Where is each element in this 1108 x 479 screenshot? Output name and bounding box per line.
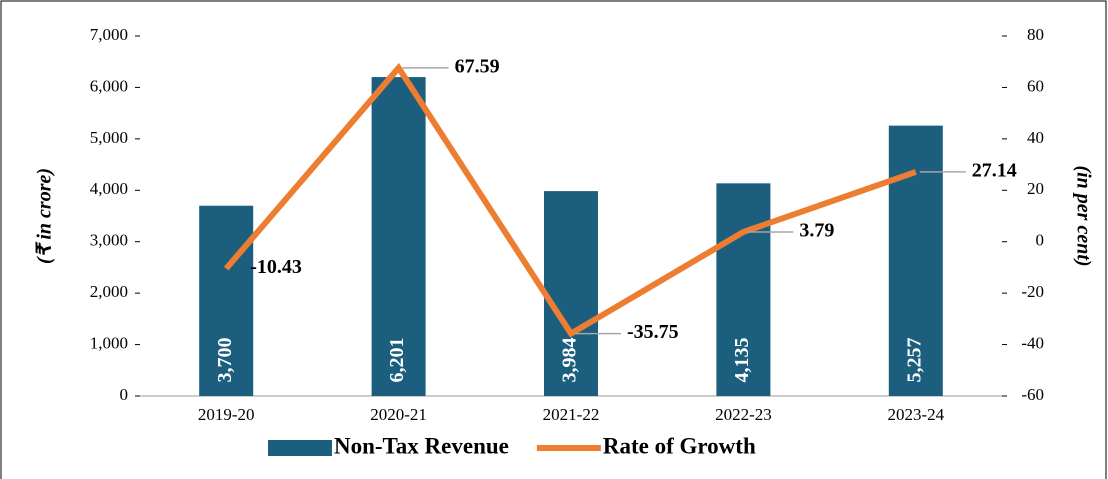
y-axis-label: (₹ in crore) xyxy=(34,168,56,264)
y-tick-label: 3,000 xyxy=(90,231,128,250)
y-tick-label: 7,000 xyxy=(90,25,128,44)
x-tick-label: 2020-21 xyxy=(370,405,427,424)
y2-tick-label: -40 xyxy=(1021,333,1044,352)
bar-value-label: 3,700 xyxy=(214,338,236,383)
x-tick-label: 2023-24 xyxy=(887,405,944,424)
line-value-label: 3.79 xyxy=(799,220,834,242)
bar xyxy=(199,205,254,396)
x-tick-label: 2022-23 xyxy=(715,405,772,424)
y-tick-label: 2,000 xyxy=(90,282,128,301)
y2-tick-label: 80 xyxy=(1027,25,1044,44)
bar xyxy=(716,183,771,396)
bar xyxy=(888,125,943,396)
y2-tick-label: -60 xyxy=(1021,385,1044,404)
bar xyxy=(371,77,426,396)
bar-value-label: 3,984 xyxy=(559,338,581,383)
y2-tick-label: -20 xyxy=(1021,282,1044,301)
y2-axis-label: (in per cent) xyxy=(1072,165,1094,266)
bar xyxy=(544,191,598,396)
y2-tick-label: 60 xyxy=(1027,76,1044,95)
line-value-label: 27.14 xyxy=(972,160,1017,182)
y-tick-label: 0 xyxy=(120,385,129,404)
line-value-label: -10.43 xyxy=(250,256,302,278)
bar-value-label: 6,201 xyxy=(386,338,408,383)
y-tick-label: 6,000 xyxy=(90,76,128,95)
y2-tick-label: 20 xyxy=(1027,179,1044,198)
y-tick-label: 4,000 xyxy=(90,179,128,198)
line xyxy=(223,62,917,338)
line-value-label: 67.59 xyxy=(455,56,500,78)
line-value-label: -35.75 xyxy=(627,321,679,343)
y-tick-label: 5,000 xyxy=(90,128,128,147)
legend-swatch xyxy=(268,440,332,456)
y-tick-label: 1,000 xyxy=(90,333,128,352)
legend-label: Rate of Growth xyxy=(603,433,756,458)
y2-tick-label: 0 xyxy=(1036,231,1045,250)
x-tick-label: 2021-22 xyxy=(543,405,600,424)
legend-label: Non-Tax Revenue xyxy=(334,433,509,458)
bar-value-label: 4,135 xyxy=(731,338,753,383)
x-tick-label: 2019-20 xyxy=(198,405,255,424)
y2-tick-label: 40 xyxy=(1027,128,1044,147)
bar-value-label: 5,257 xyxy=(903,338,925,383)
